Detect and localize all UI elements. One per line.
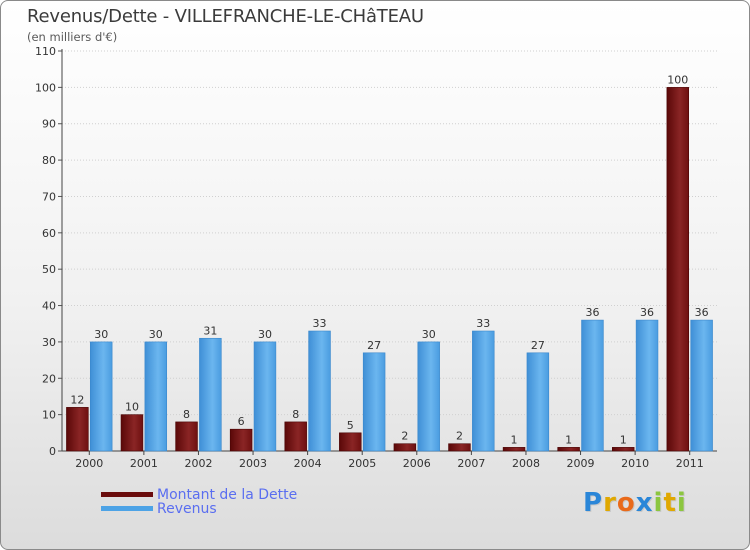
y-tick-label: 110: [35, 45, 56, 58]
bar-revenus: [308, 330, 331, 452]
bar-dette: [611, 447, 635, 452]
bar-revenus: [690, 319, 713, 452]
bar-dette: [339, 432, 362, 452]
bar-dette: [175, 421, 198, 452]
data-label-revenus: 33: [313, 317, 327, 330]
bar-revenus: [144, 341, 168, 452]
data-label-dette: 1: [511, 433, 518, 446]
data-label-dette: 12: [70, 393, 84, 406]
y-tick-label: 10: [42, 409, 56, 422]
bar-revenus: [417, 341, 440, 452]
bar-dette: [393, 443, 417, 452]
legend-swatch-dette: [101, 492, 153, 497]
chart-title: Revenus/Dette - VILLEFRANCHE-LE-CHâTEAU: [27, 6, 424, 27]
bar-revenus: [253, 341, 277, 452]
bar-revenus: [635, 319, 659, 452]
bar-dette: [66, 407, 89, 452]
y-tick-label: 40: [42, 300, 56, 313]
y-tick-label: 70: [42, 190, 56, 203]
x-tick-label: 2002: [184, 457, 212, 470]
data-label-dette: 1: [620, 433, 627, 446]
logo-letter: t: [663, 488, 677, 518]
y-tick-label: 30: [42, 336, 56, 349]
y-tick-label: 0: [49, 445, 56, 458]
chart-subtitle: (en milliers d'€): [27, 30, 118, 44]
bar-dette: [666, 87, 690, 452]
data-label-dette: 10: [125, 401, 139, 414]
logo-letter: o: [616, 488, 636, 518]
x-tick-label: 2007: [457, 457, 485, 470]
data-label-dette: 8: [292, 408, 299, 421]
data-label-dette: 100: [667, 73, 688, 86]
x-tick-label: 2004: [294, 457, 322, 470]
bar-dette: [557, 447, 580, 452]
bar-revenus: [89, 341, 113, 452]
data-label-revenus: 36: [695, 306, 709, 319]
logo-letter: x: [635, 488, 654, 518]
data-label-revenus: 31: [203, 324, 217, 337]
data-label-revenus: 36: [640, 306, 654, 319]
y-tick-label: 100: [35, 81, 56, 94]
data-label-dette: 2: [401, 430, 408, 443]
data-label-revenus: 33: [476, 317, 490, 330]
logo-letter: P: [583, 488, 604, 518]
bar-dette: [448, 443, 471, 452]
legend-swatch-revenus: [101, 506, 153, 511]
bar-revenus: [526, 352, 550, 452]
data-label-dette: 8: [183, 408, 190, 421]
y-tick-label: 20: [42, 372, 56, 385]
x-tick-label: 2009: [567, 457, 595, 470]
x-tick-label: 2006: [403, 457, 431, 470]
bar-revenus: [581, 319, 604, 452]
x-tick-label: 2008: [512, 457, 540, 470]
bar-revenus: [362, 352, 386, 452]
logo-letter: r: [603, 488, 617, 518]
x-tick-label: 2011: [676, 457, 704, 470]
y-tick-label: 80: [42, 154, 56, 167]
data-label-dette: 2: [456, 430, 463, 443]
data-label-revenus: 30: [149, 328, 163, 341]
x-tick-label: 2000: [75, 457, 103, 470]
logo-letter: i: [653, 488, 664, 518]
x-tick-label: 2003: [239, 457, 267, 470]
x-tick-label: 2010: [621, 457, 649, 470]
bar-dette: [502, 447, 526, 452]
proxiti-logo: Proxiti: [583, 488, 687, 518]
y-tick-label: 50: [42, 263, 56, 276]
data-label-revenus: 27: [367, 339, 381, 352]
bar-dette: [284, 421, 307, 452]
data-label-dette: 1: [565, 433, 572, 446]
data-label-revenus: 30: [422, 328, 436, 341]
bar-dette: [120, 414, 144, 452]
bar-dette: [229, 428, 253, 452]
y-tick-label: 60: [42, 227, 56, 240]
x-tick-label: 2005: [348, 457, 376, 470]
logo-letter: i: [676, 488, 687, 518]
data-label-revenus: 36: [585, 306, 599, 319]
bar-revenus: [199, 337, 222, 452]
x-tick-label: 2001: [130, 457, 158, 470]
data-label-revenus: 30: [94, 328, 108, 341]
legend-label-dette: Montant de la Dette: [157, 487, 298, 503]
data-label-dette: 6: [238, 415, 245, 428]
data-label-revenus: 30: [258, 328, 272, 341]
data-label-revenus: 27: [531, 339, 545, 352]
bar-revenus: [472, 330, 495, 452]
data-label-dette: 5: [347, 419, 354, 432]
legend-label-revenus: Revenus: [157, 501, 217, 517]
y-tick-label: 90: [42, 118, 56, 131]
